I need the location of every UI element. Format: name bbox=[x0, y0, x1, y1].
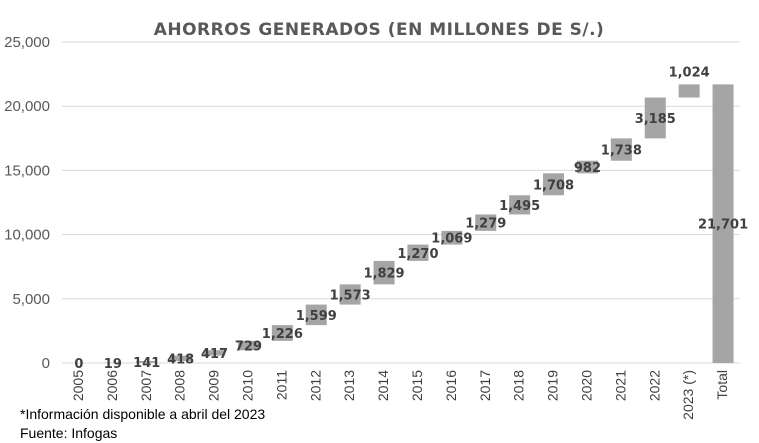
x-tick-label: Total bbox=[714, 370, 730, 400]
bar-2011 bbox=[271, 325, 293, 341]
x-axis: 2005 2006 2007 2008 2009 2010 2011 2012 2013 2014… bbox=[70, 370, 730, 420]
x-tick-label: 2019 bbox=[545, 370, 561, 401]
data-label: 1,708 bbox=[533, 178, 574, 193]
x-tick-label: 2021 bbox=[612, 370, 628, 401]
bar-2018 bbox=[509, 195, 531, 215]
y-tick-label: 15,000 bbox=[4, 162, 50, 179]
data-label: 1,829 bbox=[363, 267, 404, 282]
x-tick-label: 2022 bbox=[646, 370, 662, 401]
data-label: 418 bbox=[167, 352, 194, 367]
bar-2019 bbox=[543, 173, 565, 196]
x-tick-label: 2016 bbox=[443, 370, 459, 401]
x-tick-label: 2009 bbox=[206, 370, 222, 401]
bar-2008 bbox=[170, 355, 192, 361]
y-tick-label: 5,000 bbox=[12, 291, 50, 308]
data-label: 1,069 bbox=[431, 232, 472, 247]
data-label: 1,738 bbox=[601, 144, 642, 159]
data-label: 1,573 bbox=[330, 288, 371, 303]
x-tick-label: 2015 bbox=[409, 370, 425, 401]
data-label: 1,495 bbox=[499, 199, 540, 214]
x-tick-label: 2023 (*) bbox=[680, 370, 696, 420]
y-tick-label: 20,000 bbox=[4, 98, 50, 115]
x-tick-label: 2008 bbox=[172, 370, 188, 401]
data-label: 729 bbox=[235, 340, 262, 355]
bar-2013 bbox=[339, 284, 361, 305]
bar-2020 bbox=[576, 160, 598, 174]
bar-2007 bbox=[136, 360, 158, 363]
data-label: 1,599 bbox=[296, 309, 337, 324]
x-tick-label: 2010 bbox=[239, 370, 255, 401]
bar-2021 bbox=[610, 138, 632, 161]
y-tick-label: 0 bbox=[42, 355, 50, 372]
data-label: 141 bbox=[133, 356, 160, 371]
bar-2014 bbox=[373, 260, 395, 285]
x-tick-label: 2012 bbox=[307, 370, 323, 401]
data-label: 19 bbox=[104, 357, 122, 372]
gridlines bbox=[62, 41, 740, 364]
x-tick-label: 2017 bbox=[477, 370, 493, 401]
bar-2023 bbox=[678, 84, 700, 98]
x-tick-label: 2020 bbox=[578, 370, 594, 401]
x-tick-label: 2018 bbox=[511, 370, 527, 401]
bars bbox=[102, 84, 734, 363]
data-label: 982 bbox=[574, 161, 601, 176]
y-tick-label: 10,000 bbox=[4, 227, 50, 244]
bar-total bbox=[712, 84, 734, 363]
data-label: 1,270 bbox=[397, 247, 438, 262]
data-label: 21,701 bbox=[698, 218, 748, 233]
data-label: 1,024 bbox=[669, 65, 710, 80]
bar-2012 bbox=[305, 304, 327, 326]
x-tick-label: 2005 bbox=[70, 370, 86, 401]
bar-2016 bbox=[441, 230, 463, 245]
bar-2009 bbox=[204, 350, 226, 356]
data-label: 1,279 bbox=[465, 217, 506, 232]
data-label: 1,226 bbox=[262, 327, 303, 342]
y-axis: 0 5,000 10,000 15,000 20,000 25,000 bbox=[4, 34, 50, 372]
bar-2017 bbox=[475, 214, 497, 231]
footnote: *Información disponible a abril del 2023 bbox=[20, 406, 266, 422]
y-tick-label: 25,000 bbox=[4, 34, 50, 51]
source-note: Fuente: Infogas bbox=[20, 425, 118, 441]
bar-2010 bbox=[237, 340, 259, 351]
chart-title: AHORROS GENERADOS (EN MILLONES DE S/.) bbox=[154, 20, 605, 40]
x-tick-label: 2011 bbox=[273, 370, 289, 400]
x-tick-label: 2014 bbox=[375, 370, 391, 401]
x-tick-label: 2013 bbox=[341, 370, 357, 401]
x-tick-label: 2007 bbox=[138, 370, 154, 401]
bar-2022 bbox=[644, 97, 666, 139]
data-label: 417 bbox=[201, 347, 228, 362]
data-label: 0 bbox=[74, 357, 83, 372]
x-tick-label: 2006 bbox=[104, 370, 120, 401]
bar-2015 bbox=[407, 244, 429, 261]
data-label: 3,185 bbox=[635, 112, 676, 127]
